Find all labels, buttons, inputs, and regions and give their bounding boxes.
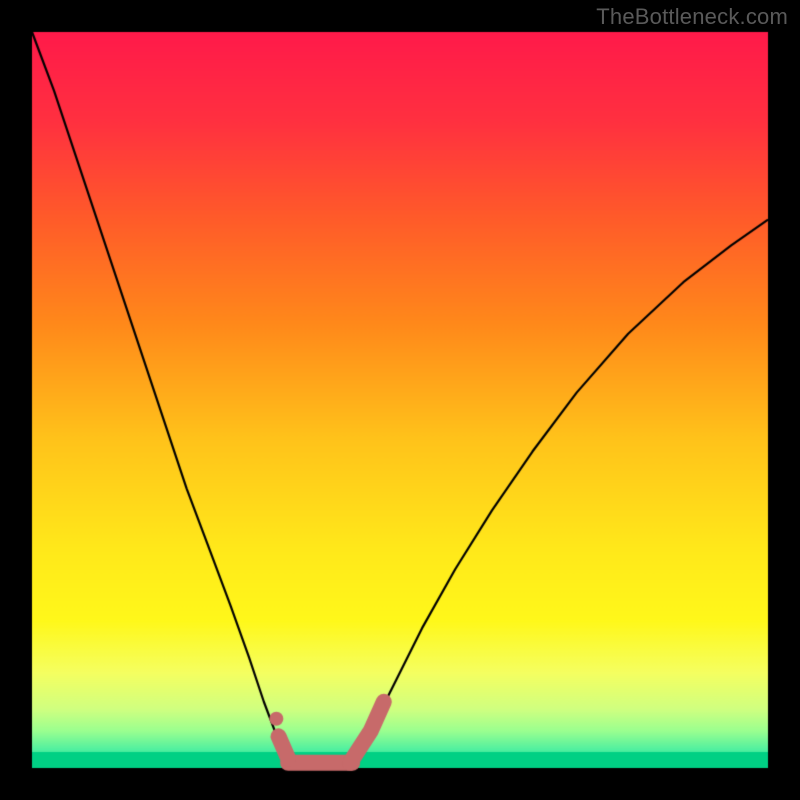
watermark-text: TheBottleneck.com xyxy=(596,4,788,30)
bottleneck-chart xyxy=(0,0,800,800)
